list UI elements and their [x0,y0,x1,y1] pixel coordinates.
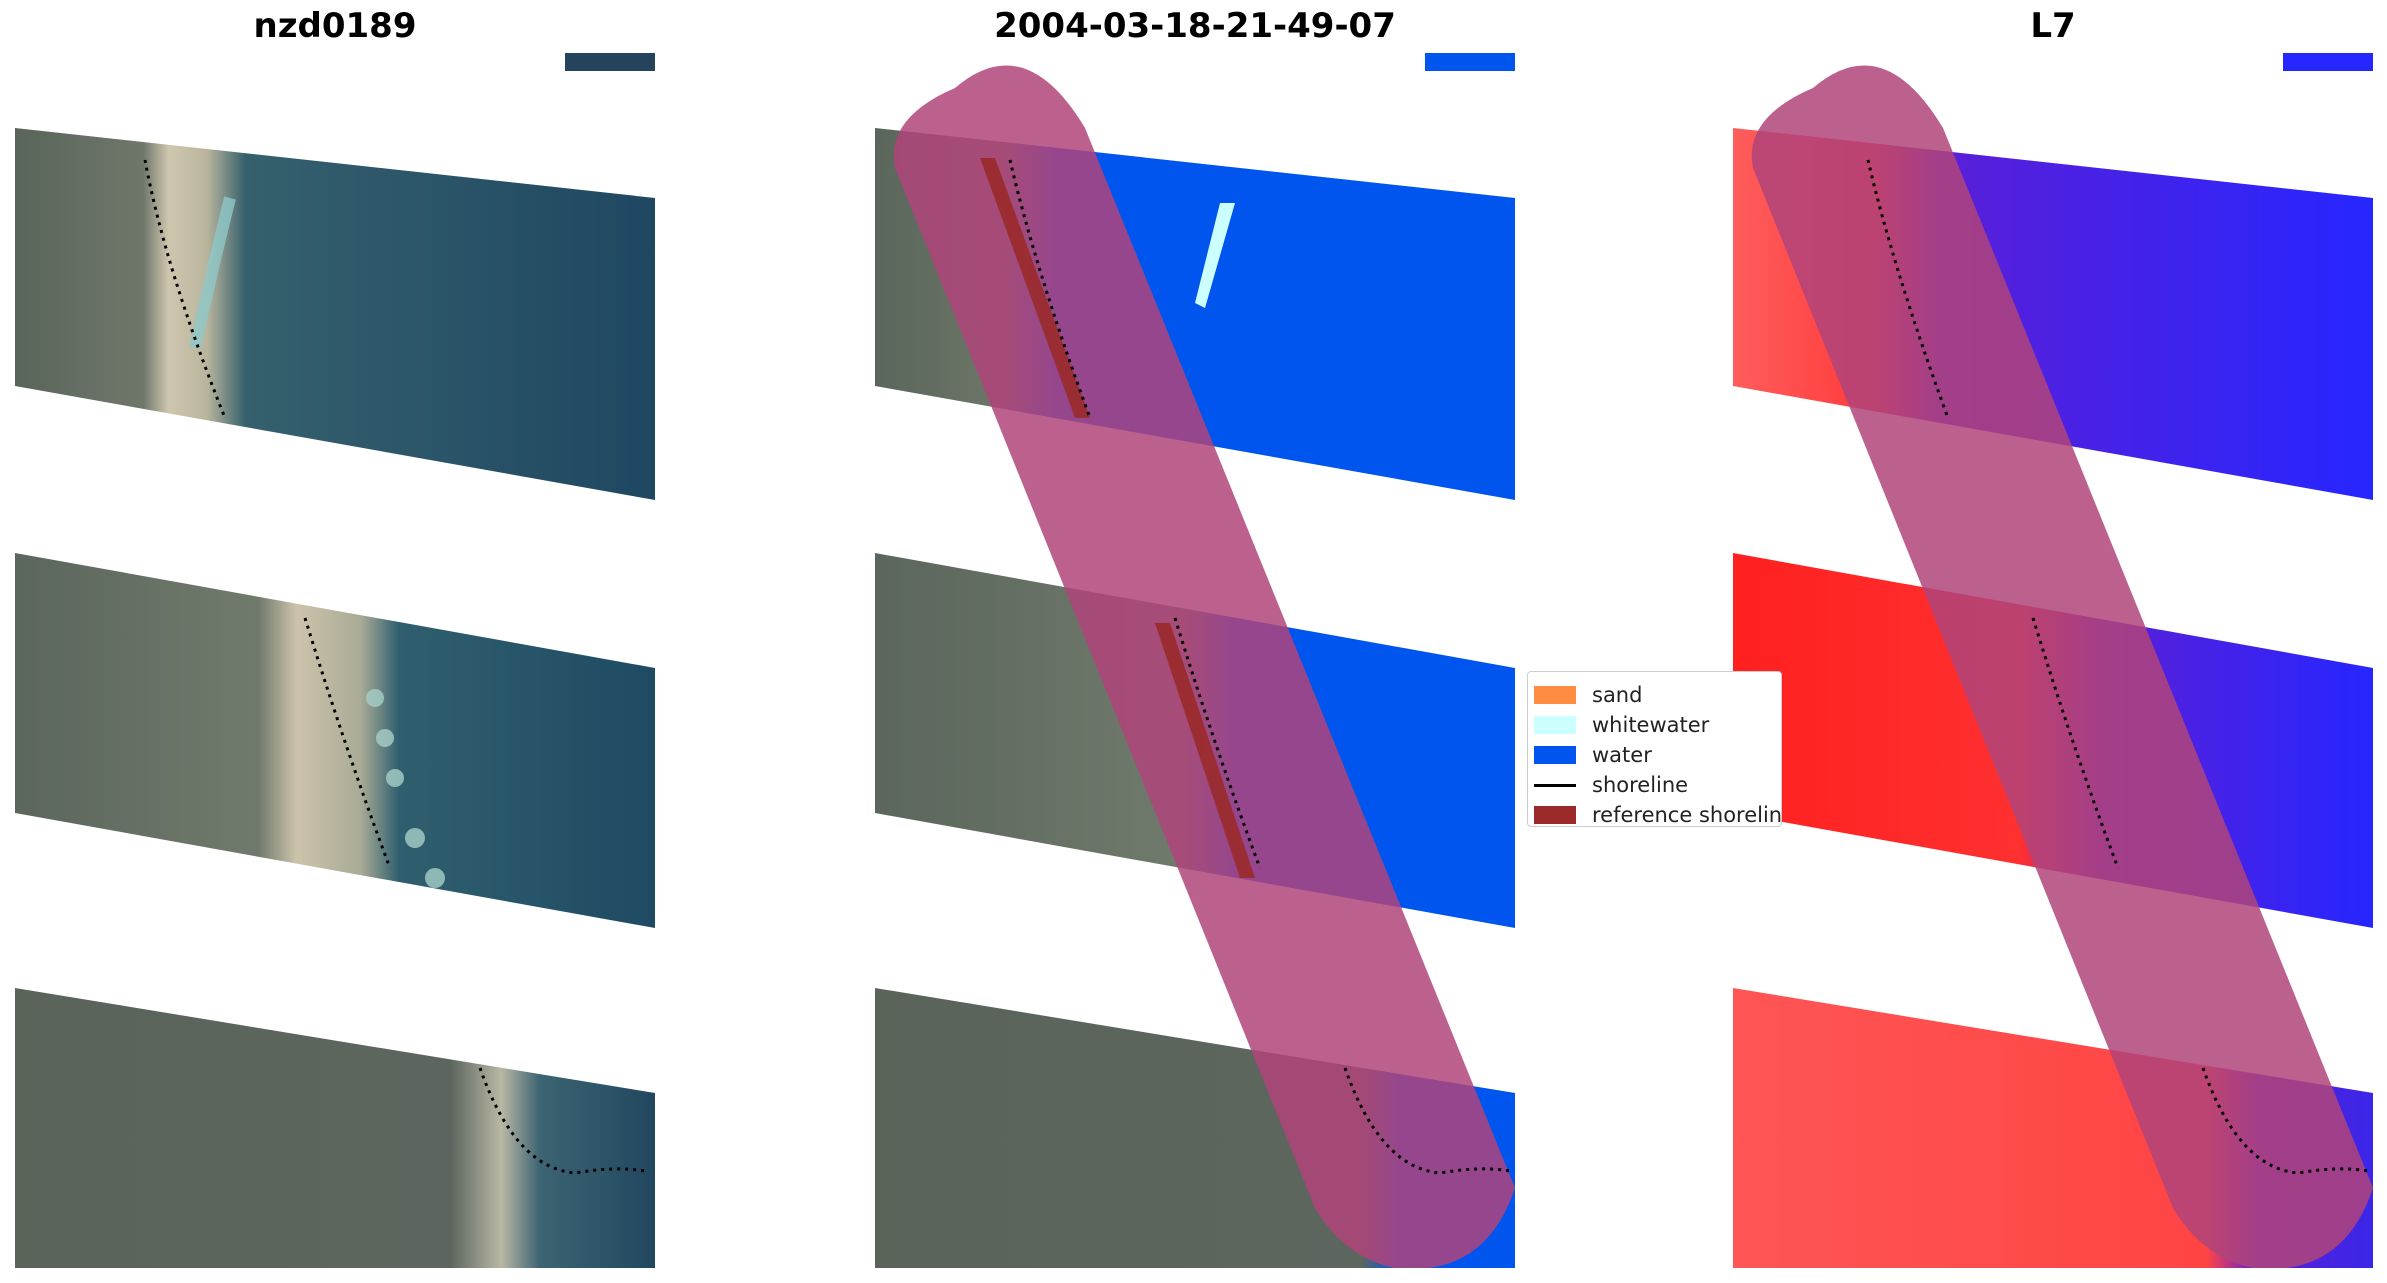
legend-item-whitewater: whitewater [1534,710,1781,740]
panel-title-image-name: nzd0189 [253,6,417,46]
water-swatch [1534,746,1576,764]
reference-shoreline-buffer [893,65,1515,1268]
rgb-image-panel [15,48,655,1268]
reference-shoreline-swatch [1534,806,1576,824]
classified-image-panel [875,48,1515,1268]
index-image [1733,53,2373,1268]
sand-swatch [1534,686,1576,704]
legend-label: reference shoreline [1592,803,1782,827]
panel-title-date: 2004-03-18-21-49-07 [994,6,1396,46]
legend-label: whitewater [1592,713,1710,737]
legend-item-shoreline: shoreline [1534,770,1781,800]
whitewater-swatch [1534,716,1576,734]
legend-label: shoreline [1592,773,1689,797]
panel-title-satellite: L7 [2030,6,2076,46]
shoreline-line [143,159,227,419]
index-image-panel [1733,48,2373,1268]
legend-label: sand [1592,683,1643,707]
legend-item-reference-shoreline: reference shoreline [1534,800,1782,827]
legend-item-sand: sand [1534,680,1781,710]
legend-item-water: water [1534,740,1781,770]
rgb-image [15,53,655,1268]
classified-image [875,53,1515,1268]
shoreline-line-swatch [1534,783,1576,787]
legend-label: water [1592,743,1652,767]
legend: sand whitewater water shoreline referenc… [1527,671,1782,827]
